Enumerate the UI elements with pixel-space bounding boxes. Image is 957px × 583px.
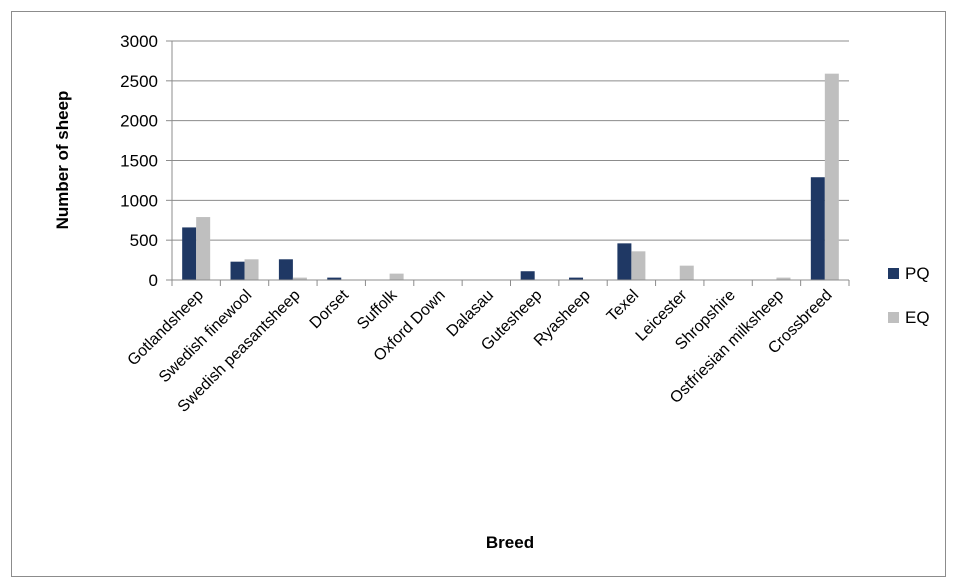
x-axis-title: Breed — [486, 533, 534, 552]
legend-swatch-pq — [888, 268, 899, 279]
gridlines — [166, 40, 849, 281]
bar-pq — [569, 277, 584, 280]
y-axis-title: Number of sheep — [53, 91, 72, 230]
y-tick-label: 1500 — [120, 152, 158, 171]
legend-label-eq: EQ — [905, 308, 930, 327]
y-tick-label: 500 — [130, 231, 158, 250]
y-tick-labels: 0 500 1000 1500 2000 2500 3000 — [120, 32, 158, 290]
axes — [171, 41, 850, 286]
bar-eq — [292, 277, 307, 280]
legend-label-pq: PQ — [905, 264, 930, 283]
bar-pq — [278, 259, 293, 280]
legend-swatch-eq — [888, 312, 899, 323]
bar-pq — [230, 261, 245, 280]
legend: PQ EQ — [888, 264, 930, 327]
bar-pq — [182, 227, 197, 280]
x-tick-label: Texel — [604, 287, 642, 325]
bar-eq — [389, 273, 404, 280]
chart-frame — [11, 11, 946, 577]
bar-eq — [679, 265, 694, 280]
bar-eq — [631, 251, 646, 280]
bar-eq — [776, 277, 791, 280]
bar-eq — [824, 73, 839, 280]
y-tick-label: 3000 — [120, 32, 158, 51]
y-tick-label: 2500 — [120, 72, 158, 91]
bar-pq — [810, 177, 825, 280]
bar-eq — [244, 259, 259, 280]
x-tick-label: Suffolk — [354, 286, 401, 333]
bar-pq — [617, 243, 632, 280]
x-tick-label: Dorset — [307, 286, 353, 332]
x-tick-label: Swedish finewool — [156, 287, 255, 386]
y-tick-label: 0 — [149, 271, 158, 290]
bar-pq — [520, 271, 535, 280]
y-tick-label: 1000 — [120, 191, 158, 210]
bars — [182, 73, 839, 280]
y-tick-label: 2000 — [120, 112, 158, 131]
bar-eq — [196, 217, 211, 280]
bar-pq — [327, 277, 342, 280]
